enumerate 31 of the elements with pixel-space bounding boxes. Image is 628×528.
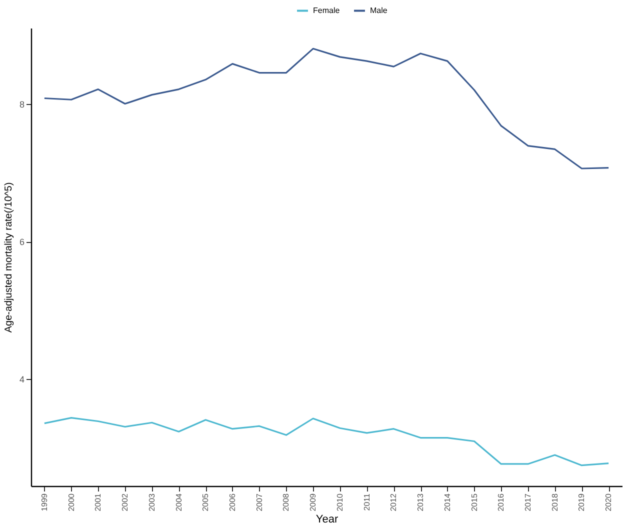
x-tick-label: 2018 bbox=[550, 492, 560, 512]
x-tick-label: 2020 bbox=[604, 492, 614, 512]
x-tick-label: 2010 bbox=[335, 492, 344, 512]
x-tick-label: 2012 bbox=[389, 492, 398, 512]
y-tick-label: 4 bbox=[19, 374, 24, 385]
x-tick-label: 2001 bbox=[94, 492, 103, 512]
legend-label: Female bbox=[313, 6, 340, 15]
y-tick-label: 6 bbox=[19, 237, 24, 248]
x-tick-label: 2004 bbox=[174, 492, 184, 512]
x-tick-label: 1999 bbox=[40, 492, 49, 512]
line-series bbox=[44, 48, 610, 170]
x-tick-label: 2008 bbox=[282, 492, 291, 512]
y-axis-title: Age-adjusted mortality rate(/10^5) bbox=[3, 182, 14, 333]
legend-label: Male bbox=[370, 6, 388, 15]
x-tick-label: 2015 bbox=[470, 492, 479, 512]
x-tick-label: 2005 bbox=[201, 492, 210, 512]
x-tick-label: 2017 bbox=[523, 492, 532, 512]
x-tick-label: 2003 bbox=[147, 492, 156, 512]
y-tick-label: 8 bbox=[19, 99, 24, 110]
x-tick-label: 2013 bbox=[416, 492, 426, 512]
x-tick-label: 2019 bbox=[577, 492, 586, 512]
x-tick-label: 2002 bbox=[120, 492, 130, 512]
x-tick-label: 2006 bbox=[228, 492, 237, 512]
x-tick-label: 2011 bbox=[362, 492, 372, 511]
x-tick-label: 2007 bbox=[254, 492, 264, 512]
x-tick-label: 2000 bbox=[66, 492, 76, 512]
x-axis-title: Year bbox=[316, 513, 338, 526]
x-tick-label: 2014 bbox=[442, 492, 452, 512]
x-tick-label: 2009 bbox=[308, 492, 318, 512]
line-series bbox=[44, 417, 610, 466]
x-tick-label: 2016 bbox=[496, 492, 506, 512]
